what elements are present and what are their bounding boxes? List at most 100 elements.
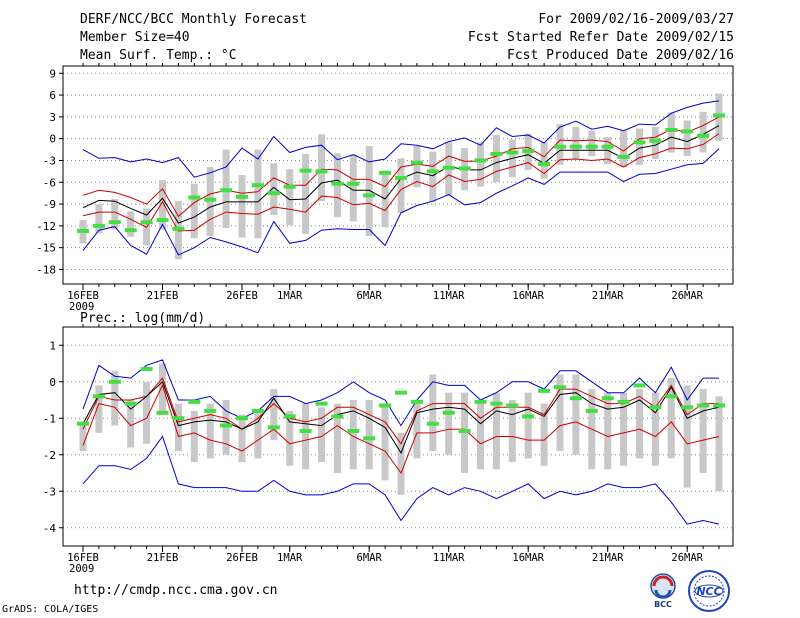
- y-tick-label: 0: [49, 133, 56, 146]
- ensemble-box: [397, 432, 405, 495]
- y-tick-label: -4: [43, 522, 57, 535]
- x-tick-label: 6MAR: [357, 290, 383, 302]
- ensemble-box: [429, 374, 437, 452]
- grads-credit: GrADS: COLA/IGES: [2, 604, 99, 615]
- x-tick-label: 11MAR: [433, 290, 465, 302]
- climo-marker: [379, 170, 392, 175]
- climo-marker: [458, 166, 471, 171]
- ensemble-box: [143, 381, 151, 444]
- ensemble-box: [620, 130, 628, 168]
- climo-marker: [363, 193, 376, 198]
- ensemble-box: [302, 403, 310, 470]
- ensemble-box: [159, 180, 166, 230]
- climo-marker: [490, 401, 503, 406]
- climo-marker: [172, 416, 185, 421]
- fcst-produced-date: Fcst Produced Date 2009/02/16: [507, 48, 734, 63]
- ensemble-box: [540, 403, 548, 466]
- ensemble-box: [95, 204, 103, 234]
- series-upper: [82, 377, 719, 445]
- ensemble-box: [699, 389, 707, 473]
- ensemble-box: [190, 410, 198, 463]
- climo-marker: [474, 158, 487, 163]
- climo-marker: [236, 416, 248, 421]
- climo-marker: [617, 399, 630, 404]
- climo-marker: [426, 169, 439, 174]
- climo-marker: [267, 425, 280, 430]
- plot-frame: [62, 65, 734, 285]
- climo-marker: [681, 129, 694, 134]
- climo-marker: [236, 194, 248, 199]
- climo-marker: [379, 403, 392, 408]
- ensemble-box: [588, 130, 596, 157]
- ensemble-box: [477, 403, 484, 470]
- climo-marker: [77, 228, 89, 233]
- ensemble-box: [238, 175, 246, 238]
- climo-marker: [92, 394, 105, 399]
- x-tick-label: 1MAR: [277, 290, 303, 302]
- series-lower: [82, 384, 720, 475]
- climo-marker: [395, 390, 407, 395]
- climo-marker: [585, 408, 598, 413]
- climo-marker: [410, 160, 423, 165]
- y-tick-label: -3: [43, 154, 56, 167]
- ensemble-box: [333, 403, 341, 473]
- x-tick-label: 21FEB: [147, 552, 179, 564]
- ensemble-box: [318, 134, 325, 202]
- ensemble-box: [604, 392, 612, 470]
- climo-marker: [713, 403, 725, 408]
- climo-marker: [124, 228, 137, 233]
- y-tick-label: -2: [43, 449, 56, 462]
- ensemble-box: [492, 135, 500, 183]
- svg-text:NCC: NCC: [696, 585, 721, 598]
- climo-marker: [315, 401, 328, 406]
- climo-marker: [108, 379, 121, 384]
- y-tick-label: 3: [49, 111, 56, 124]
- y-tick-label: 1: [49, 339, 56, 352]
- ensemble-box: [636, 128, 643, 165]
- ensemble-box: [349, 154, 357, 222]
- ensemble-box: [429, 151, 437, 202]
- chart-title: DERF/NCC/BCC Monthly Forecast: [80, 12, 307, 27]
- climo-marker: [156, 410, 169, 415]
- y-tick-label: -1: [43, 412, 56, 425]
- climo-marker: [458, 429, 471, 434]
- y-tick-label: 6: [49, 89, 56, 102]
- x-tick-label: 26MAR: [671, 290, 703, 302]
- ensemble-box: [683, 385, 691, 488]
- ensemble-box: [270, 389, 278, 441]
- x-tick-label: 21MAR: [592, 552, 624, 564]
- climo-marker: [442, 410, 455, 415]
- ensemble-box: [715, 396, 723, 492]
- source-url[interactable]: http://cmdp.ncc.cma.gov.cn: [74, 583, 278, 598]
- climo-marker: [474, 399, 487, 404]
- ensemble-box: [572, 127, 580, 160]
- climo-marker: [251, 408, 264, 413]
- fcst-started-date: Fcst Started Refer Date 2009/02/15: [467, 30, 734, 45]
- y-tick-label: -18: [36, 263, 56, 276]
- ensemble-box: [270, 163, 278, 215]
- ensemble-box: [302, 153, 310, 234]
- panel-title: Prec.: log(mm/d): [80, 311, 205, 326]
- climo-marker: [601, 144, 614, 149]
- ensemble-box: [636, 389, 643, 459]
- ensemble-box: [556, 374, 564, 452]
- climo-marker: [299, 168, 312, 173]
- x-tick-sublabel: 2009: [69, 301, 94, 313]
- x-tick-label: 1MAR: [277, 552, 303, 564]
- climo-marker: [347, 429, 360, 434]
- x-tick-sublabel: 2009: [69, 563, 94, 575]
- climo-marker: [490, 151, 503, 156]
- climo-marker: [331, 181, 344, 186]
- climo-marker: [299, 429, 312, 434]
- ensemble-box: [286, 169, 294, 226]
- climo-marker: [554, 144, 566, 149]
- ensemble-box: [540, 142, 548, 179]
- variable-label: Mean Surf. Temp.: °C: [80, 48, 237, 63]
- ensemble-box: [413, 145, 421, 188]
- ensemble-box: [413, 403, 421, 459]
- climo-marker: [506, 403, 519, 408]
- ensemble-box: [174, 403, 182, 452]
- y-tick-label: 9: [49, 67, 56, 80]
- climo-marker: [251, 183, 264, 188]
